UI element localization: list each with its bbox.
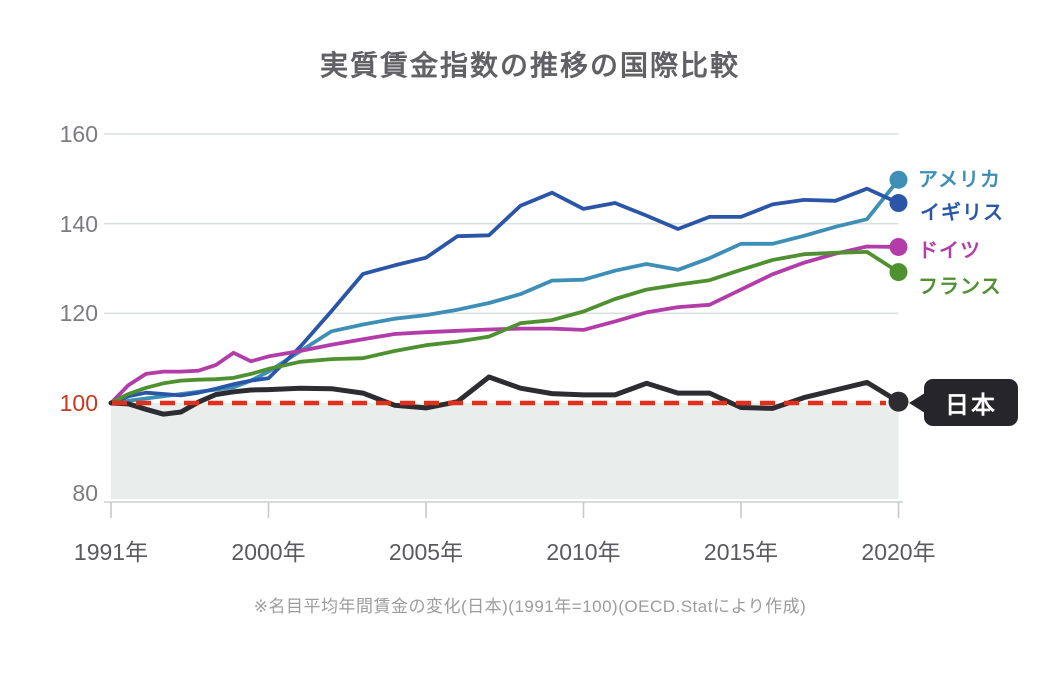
line-series-0 (109, 177, 901, 405)
line-series-2 (109, 244, 901, 405)
end-dot-series-2 (889, 237, 908, 256)
y-tick-label-120: 120 (59, 300, 98, 327)
legend-item-uk: イギリス (920, 202, 1004, 224)
x-tick-label-2020年: 2020年 (861, 539, 936, 565)
end-dot-series-4 (888, 391, 909, 412)
line-series-1 (109, 186, 901, 405)
y-tick-label-140: 140 (59, 210, 98, 237)
x-tick-label-2005年: 2005年 (388, 539, 464, 565)
end-dot-series-3 (889, 263, 908, 282)
end-dot-series-1 (889, 194, 908, 213)
x-tick-label-2000年: 2000年 (231, 539, 306, 565)
legend-item-germany: ドイツ (918, 240, 981, 262)
legend-item-france: フランス (918, 276, 1002, 298)
japan-label: 日本 (945, 392, 997, 419)
x-tick-label-2010年: 2010年 (546, 539, 621, 565)
line-series-3 (109, 249, 901, 405)
y-tick-label-100: 100 (59, 390, 98, 416)
x-tick-label-1991年: 1991年 (73, 539, 149, 565)
japan-label-badge: 日本 (909, 379, 1018, 426)
end-dot-series-0 (889, 170, 908, 189)
footnote: ※名目平均年間賃金の変化(日本)(1991年=100)(OECD.Statにより… (253, 597, 807, 616)
y-tick-label-160: 160 (59, 121, 98, 147)
x-tick-label-2015年: 2015年 (703, 539, 779, 565)
chart-title: 実質賃金指数の推移の国際比較 (319, 50, 740, 81)
below-baseline-area (111, 403, 899, 499)
legend-item-usa: アメリカ (918, 169, 1001, 191)
y-tick-label-80: 80 (72, 479, 98, 506)
